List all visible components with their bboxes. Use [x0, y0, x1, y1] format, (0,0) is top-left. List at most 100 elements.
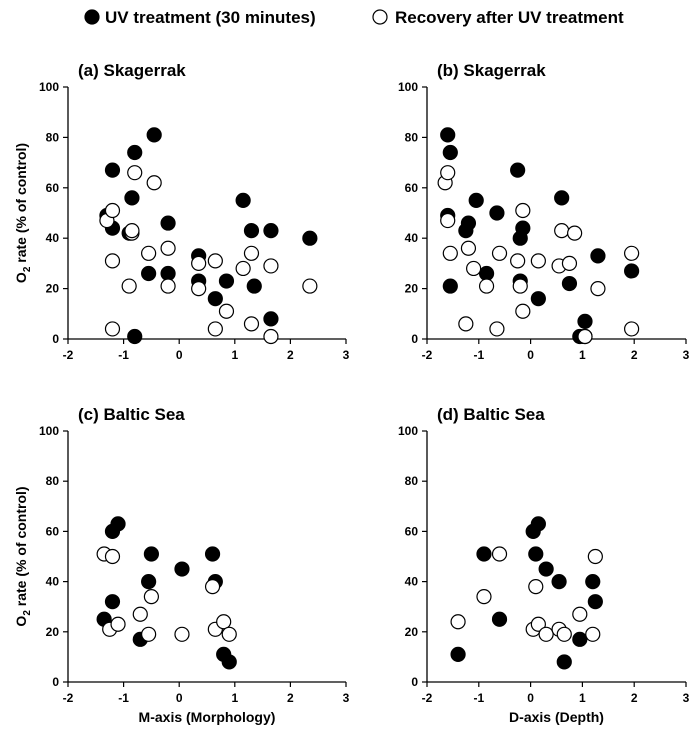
data-point-uv — [538, 561, 554, 577]
x-tick-label: -2 — [422, 348, 433, 362]
data-point-recovery — [207, 253, 223, 269]
data-point-recovery — [554, 223, 570, 239]
y-tick-label: 0 — [52, 332, 59, 346]
x-tick-label: 2 — [287, 691, 294, 705]
x-tick-label: 2 — [631, 691, 638, 705]
chart-panel-3: (d) Baltic Sea 0 20 40 60 80 100 -2 -1 0 1 2 3 D-axis… — [398, 405, 689, 725]
data-point-uv — [491, 611, 508, 627]
data-point-uv — [204, 546, 221, 562]
data-point-uv — [554, 190, 570, 206]
data-point-recovery — [263, 328, 279, 345]
data-point-recovery — [466, 260, 482, 277]
data-point-uv — [104, 594, 121, 610]
legend-filled-marker — [84, 9, 100, 25]
data-point-uv — [530, 291, 546, 307]
y-tick-label: 0 — [52, 675, 59, 689]
data-point-recovery — [204, 579, 221, 595]
data-point-recovery — [590, 281, 606, 297]
legend-filled-label: UV treatment (30 minutes) — [105, 8, 316, 27]
data-point-recovery — [143, 589, 159, 605]
data-point-recovery — [530, 616, 546, 632]
data-point-recovery — [458, 316, 474, 332]
data-point-recovery — [132, 606, 148, 622]
data-point-recovery — [104, 202, 121, 219]
y-tick-label: 100 — [398, 80, 418, 94]
data-point-uv — [160, 265, 176, 282]
data-point-uv — [572, 631, 588, 647]
y-tick-label: 40 — [46, 231, 60, 245]
data-point-recovery — [146, 175, 162, 191]
data-point-recovery — [121, 278, 137, 294]
x-tick-label: -1 — [118, 348, 129, 362]
x-tick-label: -2 — [422, 691, 433, 705]
data-point-recovery — [440, 165, 456, 181]
y-axis-label: O2 rate (% of control) — [13, 143, 33, 283]
data-point-recovery — [302, 278, 318, 294]
y-tick-label: 80 — [405, 130, 419, 144]
data-point-recovery — [440, 212, 456, 229]
data-point-uv — [440, 127, 456, 143]
y-tick-label: 20 — [46, 282, 60, 296]
data-point-uv — [590, 248, 606, 264]
data-point-recovery — [110, 616, 126, 632]
data-point-uv — [624, 263, 640, 279]
data-point-uv — [143, 546, 159, 562]
y-tick-label: 40 — [46, 575, 60, 589]
data-point-uv — [585, 573, 601, 590]
x-tick-label: -1 — [473, 691, 484, 705]
y-tick-label: 0 — [411, 332, 418, 346]
x-axis-label: M-axis (Morphology) — [139, 709, 276, 725]
data-point-recovery — [491, 546, 508, 562]
data-point-uv — [577, 313, 593, 329]
data-point-recovery — [528, 579, 544, 595]
chart-title: (c) Baltic Sea — [78, 405, 185, 424]
chart-panel-0: (a) Skagerrak 0 20 40 60 80 100 -2 -1 0 1 2 3 O2 rate… — [13, 61, 350, 362]
y-tick-label: 80 — [46, 474, 60, 488]
x-tick-label: -2 — [63, 348, 74, 362]
data-point-uv — [556, 654, 572, 670]
chart-title: (b) Skagerrak — [437, 61, 546, 80]
data-point-recovery — [263, 258, 279, 274]
data-point-recovery — [530, 253, 546, 269]
y-tick-label: 100 — [39, 424, 59, 438]
legend-open-label: Recovery after UV treatment — [395, 8, 624, 27]
x-tick-label: 0 — [527, 348, 534, 362]
data-point-uv — [141, 265, 157, 282]
legend-open-marker — [372, 9, 388, 25]
data-point-recovery — [160, 240, 176, 256]
data-point-uv — [263, 311, 279, 327]
y-tick-label: 100 — [398, 424, 418, 438]
data-point-recovery — [160, 278, 176, 294]
data-point-uv — [263, 223, 279, 239]
data-point-uv — [124, 190, 140, 206]
data-point-uv — [551, 573, 567, 590]
data-point-uv — [207, 291, 223, 307]
x-tick-label: 0 — [176, 691, 183, 705]
chart-title: (d) Baltic Sea — [437, 405, 545, 424]
data-point-recovery — [141, 245, 157, 261]
data-point-uv — [450, 646, 466, 662]
chart-panel-1: (b) Skagerrak 0 20 40 60 80 100 -2 -1 0 1 2 3 — [398, 61, 689, 362]
data-point-recovery — [515, 303, 531, 319]
data-point-recovery — [587, 548, 603, 565]
data-point-uv — [530, 516, 546, 532]
data-point-uv — [442, 144, 458, 161]
data-point-recovery — [567, 225, 583, 241]
data-point-recovery — [624, 321, 640, 337]
data-point-recovery — [243, 316, 260, 332]
data-point-recovery — [235, 260, 251, 277]
x-tick-label: 1 — [231, 691, 238, 705]
data-point-recovery — [538, 626, 554, 642]
x-tick-label: 1 — [579, 691, 586, 705]
data-point-recovery — [512, 278, 528, 294]
x-tick-label: 0 — [527, 691, 534, 705]
legend: UV treatment (30 minutes) Recovery after… — [84, 8, 624, 27]
chart-panel-2: (c) Baltic Sea 0 20 40 60 80 100 -2 -1 0 1 2 3 M-axis… — [13, 405, 350, 725]
data-point-recovery — [572, 606, 588, 622]
data-point-uv — [528, 546, 544, 562]
data-point-uv — [561, 275, 578, 292]
data-point-recovery — [104, 548, 121, 565]
y-tick-label: 60 — [46, 524, 60, 538]
